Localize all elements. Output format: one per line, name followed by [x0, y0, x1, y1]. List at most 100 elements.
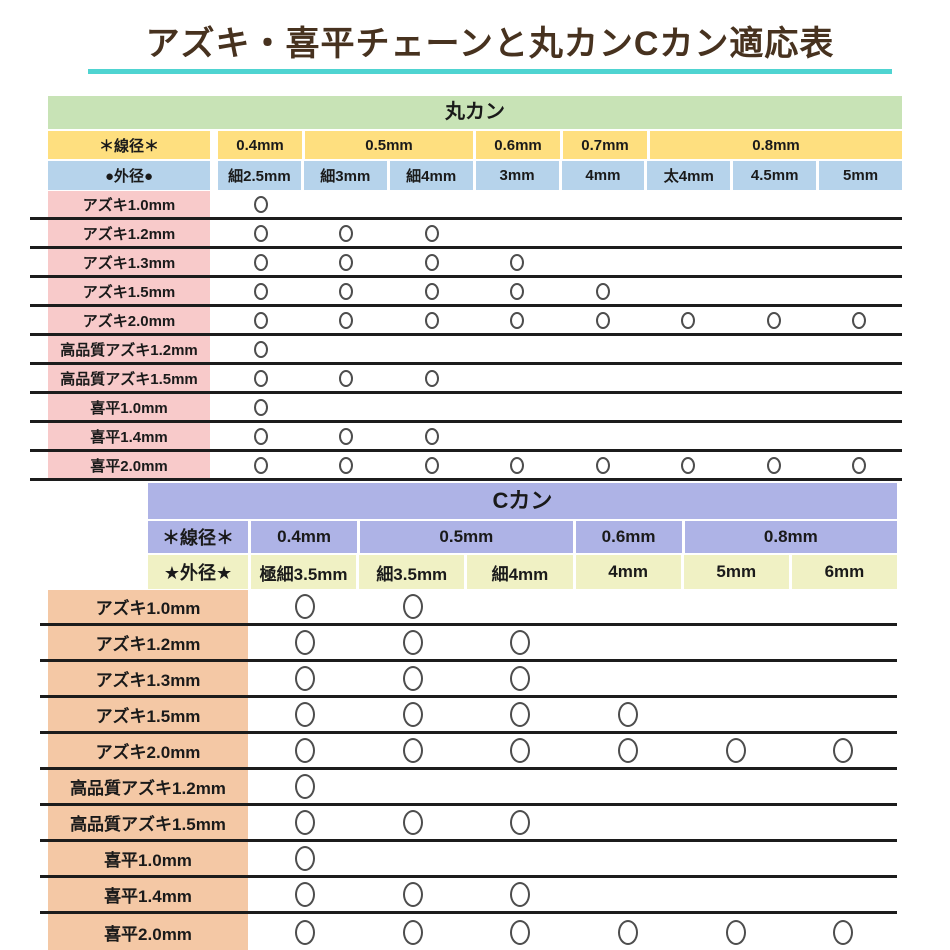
compatible-circle-mark [595, 456, 610, 474]
compatible-circle-mark [402, 919, 423, 945]
ckan-mark-cell [574, 662, 682, 695]
ckan-mark-cell [466, 698, 574, 731]
ckan-table-row: 喜平1.0mm [40, 842, 897, 878]
marukan-outer-col-cell: 細4mm [386, 161, 473, 190]
marukan-mark-cell [218, 423, 304, 449]
ckan-mark-cell [682, 626, 790, 659]
compatible-circle-mark [253, 311, 268, 329]
marukan-mark-cell [560, 191, 646, 217]
marukan-mark-cell [560, 365, 646, 391]
marukan-table-row: アズキ1.5mm [30, 278, 902, 307]
compatible-circle-mark [253, 224, 268, 242]
title-underline [88, 69, 892, 75]
marukan-wire-row: ＊線径＊ 0.4mm 0.5mm 0.6mm 0.7mm 0.8mm [30, 131, 902, 159]
compatible-circle-mark [424, 427, 439, 445]
marukan-mark-cell [218, 394, 304, 420]
compatible-circle-mark [424, 456, 439, 474]
compatible-circle-mark [402, 810, 423, 835]
ckan-table-row: 喜平1.4mm [40, 878, 897, 914]
ckan-row-label: アズキ1.0mm [48, 590, 248, 623]
ckan-mark-cell [789, 698, 897, 731]
marukan-row-marks [218, 278, 902, 304]
marukan-mark-cell [389, 307, 475, 333]
marukan-mark-cell [817, 452, 903, 478]
marukan-row-marks [218, 394, 902, 420]
marukan-mark-cell [560, 278, 646, 304]
compatible-circle-mark [766, 456, 781, 474]
marukan-mark-cell [731, 191, 817, 217]
ckan-table-title: Cカン [148, 483, 897, 519]
ckan-row-label: 喜平1.0mm [48, 842, 248, 875]
compatible-circle-mark [253, 282, 268, 300]
compatible-circle-mark [294, 882, 315, 907]
ckan-mark-cell [789, 878, 897, 911]
ckan-mark-cell [789, 806, 897, 839]
marukan-row-marks [218, 191, 902, 217]
ckan-mark-cell [789, 734, 897, 767]
ckan-wire-diameter-label: ＊線径＊ [148, 521, 248, 553]
ckan-outer-col-cell: 5mm [680, 555, 789, 589]
compatible-circle-mark [424, 369, 439, 387]
compatible-circle-mark [253, 427, 268, 445]
compatible-circle-mark [852, 311, 867, 329]
compatible-circle-mark [595, 311, 610, 329]
ckan-table-row: 高品質アズキ1.5mm [40, 806, 897, 842]
marukan-row-label: アズキ2.0mm [48, 307, 210, 333]
marukan-mark-cell [817, 278, 903, 304]
ckan-mark-cell [682, 662, 790, 695]
ckan-mark-cell [682, 842, 790, 875]
marukan-mark-cell [218, 452, 304, 478]
marukan-wire-groups: 0.4mm 0.5mm 0.6mm 0.7mm 0.8mm [218, 131, 902, 159]
marukan-outer-col-cell: 太4mm [644, 161, 731, 190]
ckan-row-marks [251, 914, 897, 950]
ckan-mark-cell [789, 770, 897, 803]
marukan-mark-cell [731, 249, 817, 275]
compatible-circle-mark [294, 630, 315, 655]
marukan-row-marks [218, 452, 902, 478]
marukan-table-row: アズキ1.3mm [30, 249, 902, 278]
marukan-wire-group-cell: 0.5mm [302, 131, 473, 159]
ckan-outer-row: ★外径★ 極細3.5mm 細3.5mm 細4mm 4mm 5mm 6mm [148, 555, 898, 589]
compatible-circle-mark [253, 340, 268, 358]
ckan-mark-cell [574, 770, 682, 803]
ckan-wire-group-cell: 0.6mm [572, 521, 682, 553]
marukan-table-row: アズキ1.2mm [30, 220, 902, 249]
ckan-outer-col-cell: 6mm [788, 555, 898, 589]
marukan-mark-cell [304, 191, 390, 217]
marukan-mark-cell [475, 191, 561, 217]
marukan-body: アズキ1.0mm アズキ1.2mm アズキ1.3mm アズキ1.5mm アズキ2.0mm… [30, 191, 902, 481]
marukan-row-marks [218, 307, 902, 333]
compatible-circle-mark [339, 253, 354, 271]
marukan-table-row: 喜平1.0mm [30, 394, 902, 423]
compatible-circle-mark [510, 738, 531, 763]
ckan-table-row: 喜平2.0mm [40, 914, 897, 950]
ckan-mark-cell [789, 662, 897, 695]
marukan-mark-cell [304, 220, 390, 246]
marukan-row-label: アズキ1.3mm [48, 249, 210, 275]
marukan-outer-row: ●外径● 細2.5mm 細3mm 細4mm 3mm 4mm 太4mm 4.5mm 5mm [30, 161, 902, 190]
compatible-circle-mark [510, 282, 525, 300]
ckan-table-row: アズキ2.0mm [40, 734, 897, 770]
marukan-table: 丸カン ＊線径＊ 0.4mm 0.5mm 0.6mm 0.7mm 0.8mm ●外径● … [30, 96, 902, 481]
ckan-mark-cell [574, 842, 682, 875]
marukan-row-label: アズキ1.5mm [48, 278, 210, 304]
marukan-row-label: 喜平1.4mm [48, 423, 210, 449]
marukan-row-label: アズキ1.0mm [48, 191, 210, 217]
compatible-circle-mark [339, 282, 354, 300]
ckan-row-label: 高品質アズキ1.2mm [48, 770, 248, 803]
marukan-mark-cell [389, 452, 475, 478]
ckan-table-row: アズキ1.3mm [40, 662, 897, 698]
marukan-row-marks [218, 423, 902, 449]
marukan-mark-cell [304, 336, 390, 362]
ckan-mark-cell [251, 626, 359, 659]
ckan-mark-cell [359, 734, 467, 767]
marukan-row-label: アズキ1.2mm [48, 220, 210, 246]
marukan-mark-cell [646, 394, 732, 420]
compatible-circle-mark [402, 738, 423, 763]
ckan-mark-cell [251, 914, 359, 950]
ckan-mark-cell [251, 590, 359, 623]
compatible-circle-mark [510, 311, 525, 329]
marukan-mark-cell [218, 249, 304, 275]
compatible-circle-mark [617, 702, 638, 727]
ckan-mark-cell [251, 878, 359, 911]
